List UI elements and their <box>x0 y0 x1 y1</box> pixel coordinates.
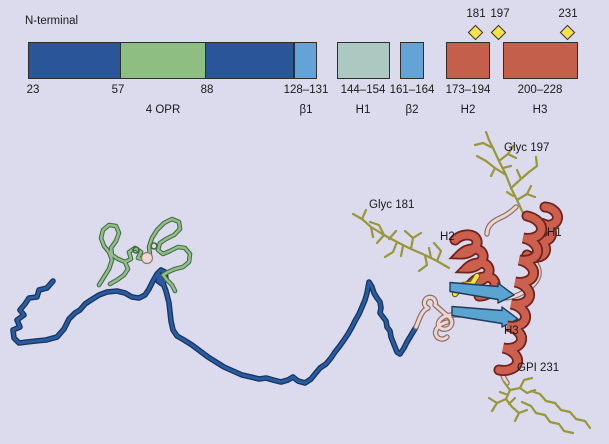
bar-segment-beta1 <box>294 42 317 79</box>
n-terminal-chain-outline <box>10 267 419 386</box>
bar-number-200-228: 200–228 <box>517 84 563 96</box>
bar-sub-beta1: β1 <box>299 104 313 116</box>
copper-ion <box>140 251 154 265</box>
glyc-181-label: Glyc 181 <box>369 199 415 211</box>
gpi-anchor <box>487 376 592 435</box>
bar-segment-h3 <box>503 42 578 79</box>
histidine-ring <box>150 242 158 250</box>
bar-sub-h2: H2 <box>460 104 476 116</box>
bar-number-57: 57 <box>111 84 125 96</box>
bar-number-161-164: 161–164 <box>389 84 435 96</box>
bar-segment-h1 <box>337 42 390 79</box>
histidine-ring <box>132 246 140 254</box>
glyco-site-label-197: 197 <box>490 8 510 20</box>
helix-h1-h2-fill <box>451 203 562 300</box>
octarepeat-fill <box>97 217 192 293</box>
glyco-site-label-231: 231 <box>558 8 578 20</box>
bar-segment-opr <box>120 42 206 79</box>
helix-h2-label: H2 <box>440 231 455 243</box>
helix-h1-h2 <box>448 201 563 302</box>
glycan-197 <box>473 130 539 215</box>
helix-h3 <box>493 210 548 376</box>
glyco-site-label-181: 181 <box>466 8 486 20</box>
bar-sub-beta2: β2 <box>405 104 419 116</box>
bar-sub-h3: H3 <box>532 104 548 116</box>
bar-sub-4opr: 4 OPR <box>145 104 181 116</box>
bar-number-128-131: 128–131 <box>283 84 329 96</box>
n-terminal-chain <box>10 267 419 386</box>
bar-number-173-194: 173–194 <box>445 84 491 96</box>
octarepeat-region <box>96 216 193 294</box>
bar-segment-beta2 <box>400 42 424 79</box>
n-terminal-chain-fill <box>11 268 418 385</box>
n-terminal-label: N-terminal <box>25 15 79 27</box>
bar-sub-h1: H1 <box>355 104 371 116</box>
bar-segment-nterm-b <box>205 42 294 79</box>
beta-strand-1 <box>449 281 515 304</box>
bar-segment-nterm-a <box>28 42 121 79</box>
helix-h1-label: H1 <box>547 227 562 239</box>
helix-h3-label: H3 <box>504 325 519 337</box>
bar-number-88: 88 <box>200 84 214 96</box>
glyc-197-label: Glyc 197 <box>504 142 550 154</box>
glycan-181 <box>351 208 451 273</box>
gpi-231-label: GPI 231 <box>517 362 560 374</box>
beta-sheet <box>449 281 519 328</box>
bar-number-144-154: 144–154 <box>340 84 386 96</box>
helix-h3-fill <box>495 212 546 375</box>
bar-segment-h2 <box>446 42 490 79</box>
bar-number-23: 23 <box>26 84 40 96</box>
